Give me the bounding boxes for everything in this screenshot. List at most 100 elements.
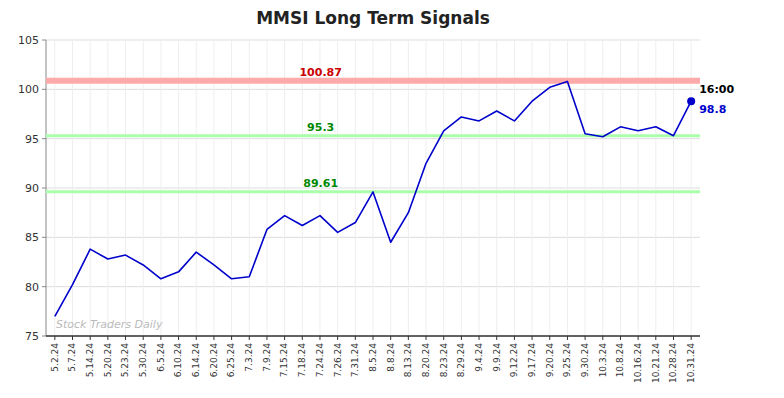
grid-line [266,40,267,336]
watermark: Stock Traders Daily [56,318,163,331]
grid-line [673,40,674,336]
last-price: 98.8 [699,103,726,116]
grid-line [602,40,603,336]
grid-line [390,40,391,336]
tick-label: 100 [18,83,39,96]
grid-line [355,40,356,336]
last-point [687,97,695,105]
tick-mark [42,89,46,90]
tick-label: 10.3.24 [598,343,608,378]
grid-line [143,40,144,336]
last-time: 16:00 [699,83,734,96]
tick-label: 7.26.24 [333,343,343,378]
grid-line [655,40,656,336]
tick-label: 7.3.24 [244,343,254,372]
axis-line [46,335,700,337]
tick-mark [42,237,46,238]
tick-label: 9.30.24 [580,343,590,378]
tick-label: 9.20.24 [545,343,555,378]
title: MMSI Long Term Signals [256,8,490,28]
grid-line [46,336,700,337]
grid-line [284,40,285,336]
tick-label: 7.24.24 [315,343,325,378]
tick-mark [42,138,46,139]
tick-label: 6.20.24 [209,343,219,378]
tick-mark [42,286,46,287]
grid-line [532,40,533,336]
tick-label: 90 [25,182,39,195]
grid-line [213,40,214,336]
grid-line [107,40,108,336]
signal-line [46,78,700,84]
grid-line [549,40,550,336]
grid-line [72,40,73,336]
x-axis: 5.2.24 5.7.24 5.14.24 5.20.24 5.23.24 5.30.24… [50,336,696,383]
tick-label: 5.20.24 [103,343,113,378]
grid-line [496,40,497,336]
price-line [55,81,691,316]
tick-label: 9.4.24 [474,343,484,372]
tick-label: 9.25.24 [562,343,572,378]
tick-label: 9.17.24 [527,343,537,378]
grid-line [638,40,639,336]
grid-line [249,40,250,336]
chart: MMSI Long Term Signals 75 80 85 90 95 100 105 5.… [0,0,784,398]
grid-line [620,40,621,336]
grid-line [443,40,444,336]
grid-line [54,40,55,336]
tick-label: 9.9.24 [492,343,502,372]
tick-label: 7.31.24 [350,343,360,378]
signal-label: 95.3 [307,121,334,134]
tick-label: 5.30.24 [138,343,148,378]
grid-line [160,40,161,336]
tick-mark [42,336,46,337]
tick-label: 5.14.24 [85,343,95,378]
tick-label: 10.21.24 [651,343,661,383]
tick-label: 85 [25,231,39,244]
grid-line [373,40,374,336]
y-axis: 75 80 85 90 95 100 105 [18,34,46,343]
tick-mark [42,40,46,41]
tick-label: 6.5.24 [156,343,166,372]
tick-label: 80 [25,281,39,294]
grid-line [196,40,197,336]
grid [46,40,700,336]
tick-label: 10.8.24 [615,343,625,378]
grid-line [178,40,179,336]
tick-label: 10.28.24 [668,343,678,383]
grid-line [231,40,232,336]
tick-label: 5.7.24 [67,343,77,372]
tick-label: 5.23.24 [120,343,130,378]
tick-label: 8.23.24 [439,343,449,378]
tick-label: 7.18.24 [297,343,307,378]
tick-label: 6.10.24 [173,343,183,378]
signal-label: 100.87 [299,66,341,79]
tick-label: 6.25.24 [226,343,236,378]
grid-line [691,40,692,336]
tick-label: 9.12.24 [509,343,519,378]
tick-label: 8.29.24 [456,343,466,378]
tick-label: 7.15.24 [280,343,290,378]
tick-label: 8.5.24 [368,343,378,372]
tick-label: 75 [25,330,39,343]
tick-label: 8.8.24 [386,343,396,372]
signal-label: 89.61 [303,177,338,190]
tick-label: 6.14.24 [191,343,201,378]
grid-line [90,40,91,336]
tick-label: 7.9.24 [262,343,272,372]
grid-line [479,40,480,336]
tick-label: 8.20.24 [421,343,431,378]
tick-label: 10.16.24 [633,343,643,383]
tick-mark [42,188,46,189]
grid-line [408,40,409,336]
grid-line [585,40,586,336]
tick-label: 5.2.24 [50,343,60,372]
grid-line [514,40,515,336]
grid-line [426,40,427,336]
tick-label: 105 [18,34,39,47]
grid-line [125,40,126,336]
plot-area [46,81,700,317]
grid-line [461,40,462,336]
tick-label: 95 [25,133,39,146]
tick-label: 8.13.24 [403,343,413,378]
